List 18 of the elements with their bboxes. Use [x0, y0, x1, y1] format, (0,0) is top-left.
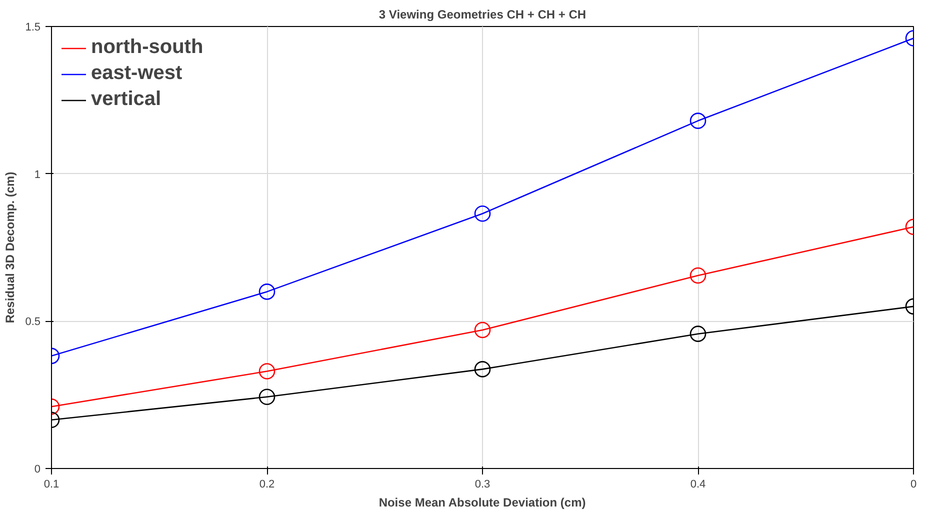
x-tick-label: 0.3 [474, 478, 490, 490]
legend-label: east-west [91, 62, 182, 85]
legend-label: vertical [91, 88, 162, 111]
y-tick-label: 1 [34, 168, 41, 181]
x-tick-label: 0.2 [259, 478, 275, 490]
y-axis-title: Residual 3D Decomp. (cm) [3, 172, 18, 324]
y-tick-label: 1.5 [25, 22, 41, 34]
x-tick-label: 0 [910, 478, 917, 490]
chart-title: 3 Viewing Geometries CH + CH + CH [378, 8, 586, 22]
point [474, 205, 491, 222]
y-tick-label: 0.5 [25, 316, 41, 328]
legend-label: north-south [91, 36, 204, 59]
x-tick-label: 0.1 [44, 478, 60, 490]
point [474, 322, 491, 338]
y-tick-label: 0 [34, 464, 41, 476]
x-tick-label: 0.4 [690, 478, 706, 490]
point [474, 361, 491, 378]
x-axis-title: Noise Mean Absolute Deviation (cm) [378, 496, 586, 510]
